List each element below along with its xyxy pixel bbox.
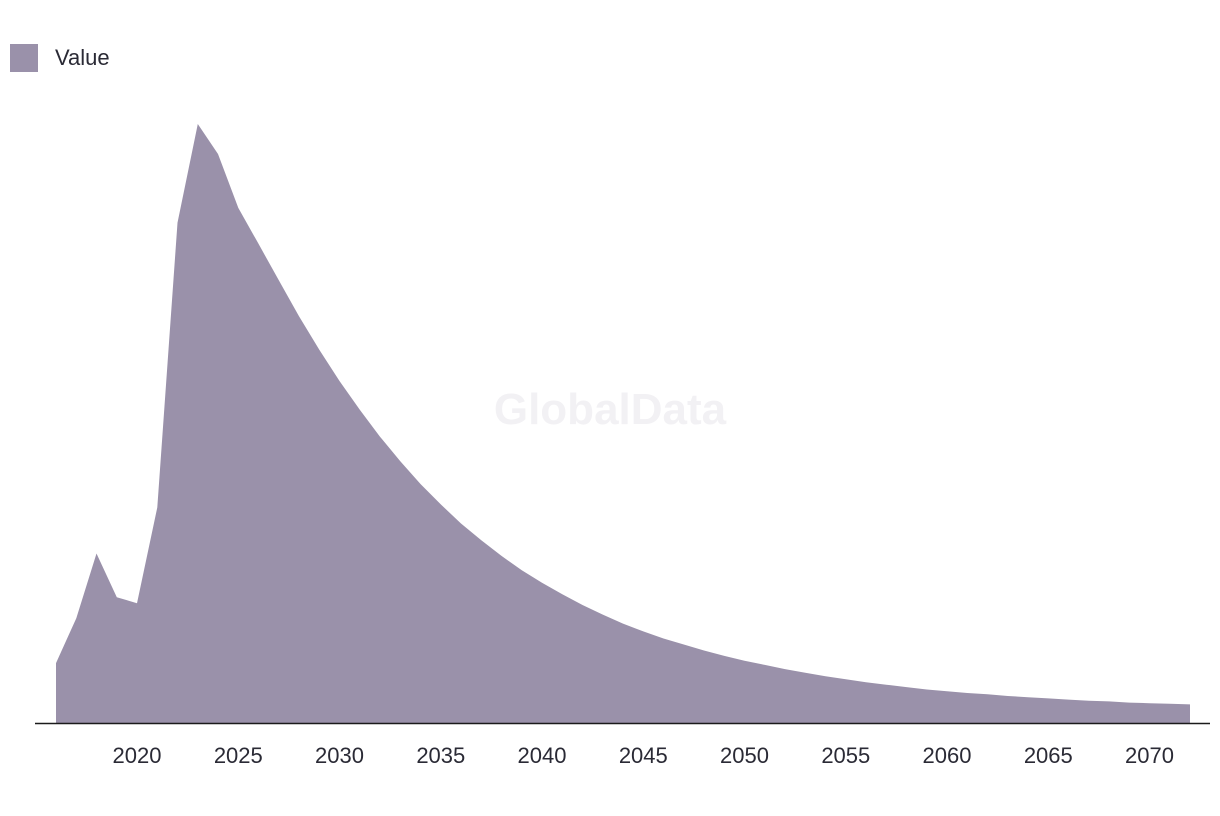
legend-label-value: Value [55,45,110,70]
area-layer [56,124,1190,723]
x-tick-label: 2060 [923,743,972,768]
x-tick-label: 2070 [1125,743,1174,768]
x-tick-label: 2020 [113,743,162,768]
x-tick-labels: 2020 2025 2030 2035 2040 2045 2050 2055 2060 2065… [113,743,1174,768]
x-tick-label: 2025 [214,743,263,768]
x-tick-label: 2055 [821,743,870,768]
area-series-0 [56,124,1190,723]
x-tick-label: 2065 [1024,743,1073,768]
x-tick-label: 2040 [518,743,567,768]
chart-legend: Value [10,44,110,72]
x-tick-label: 2030 [315,743,364,768]
x-tick-label: 2050 [720,743,769,768]
legend-swatch-value [10,44,38,72]
watermark: GlobalData [494,385,727,434]
x-tick-label: 2045 [619,743,668,768]
x-tick-label: 2035 [416,743,465,768]
